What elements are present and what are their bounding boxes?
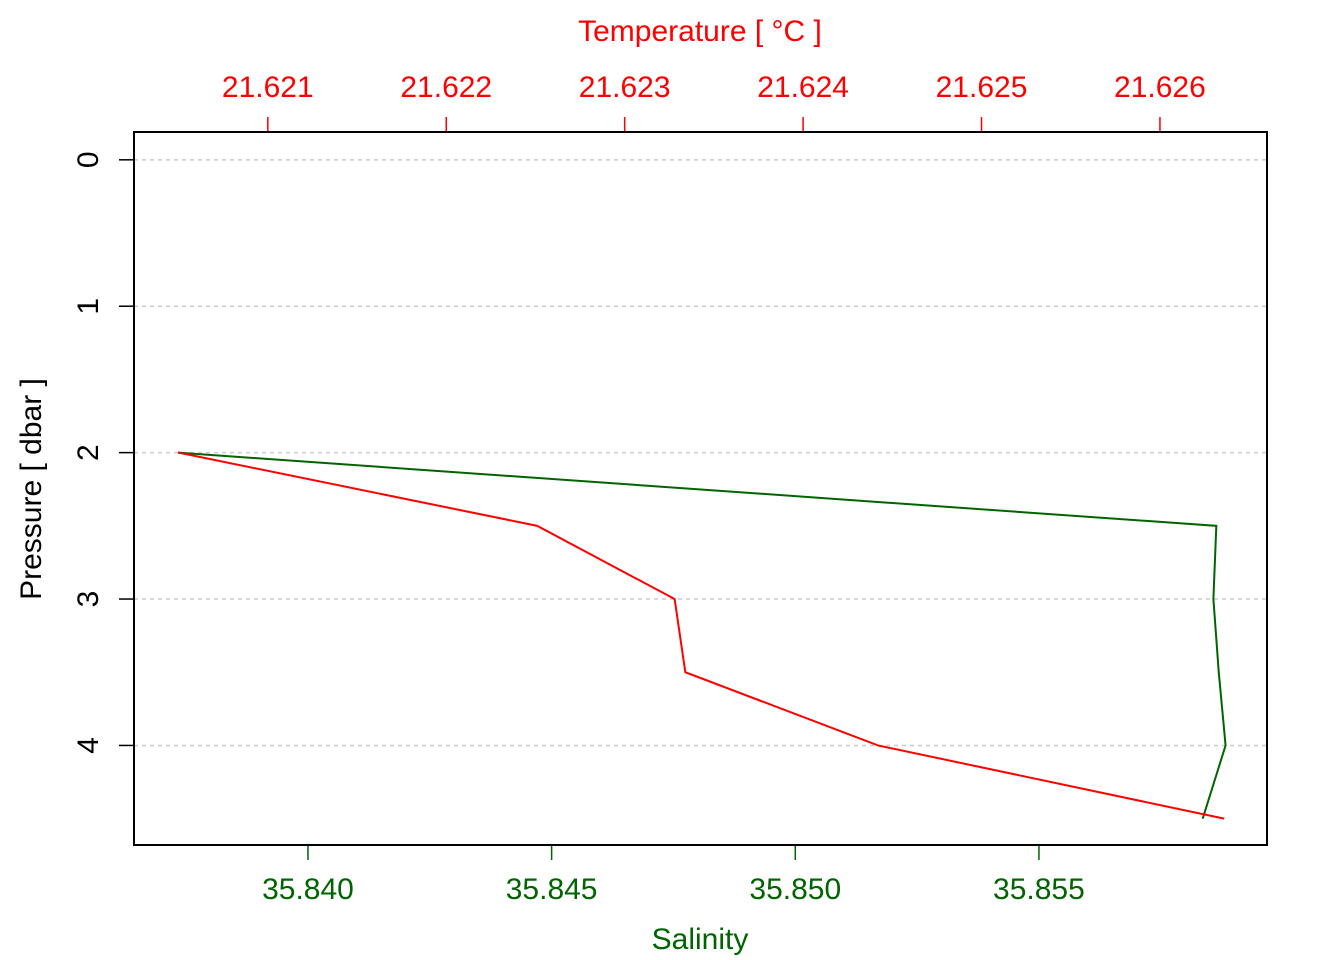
x2-tick-label: 21.624 [757,71,849,104]
profile-line [178,451,1225,820]
x-tick-label: 35.850 [749,873,841,906]
x2-tick-label: 21.621 [222,71,314,104]
x2-tick-label: 21.623 [579,71,671,104]
y-tick-label: 4 [72,737,105,754]
y-axis-title: Pressure [ dbar ] [15,378,48,600]
x2-tick-label: 21.626 [1114,71,1206,104]
profile-line [177,451,1227,819]
x2-tick-label: 21.625 [936,71,1028,104]
y-tick-label: 3 [72,591,105,608]
x2-tick-label: 21.622 [400,71,492,104]
x-tick-label: 35.840 [262,873,354,906]
y-tick-label: 0 [72,151,105,168]
y-tick-label: 2 [72,444,105,461]
x-tick-label: 35.855 [993,873,1085,906]
plot-frame [133,131,1268,846]
x-tick-label: 35.845 [506,873,598,906]
x-axis-title: Salinity [652,923,749,956]
x2-axis-title: Temperature [ °C ] [578,15,822,48]
y-tick-label: 1 [72,298,105,315]
